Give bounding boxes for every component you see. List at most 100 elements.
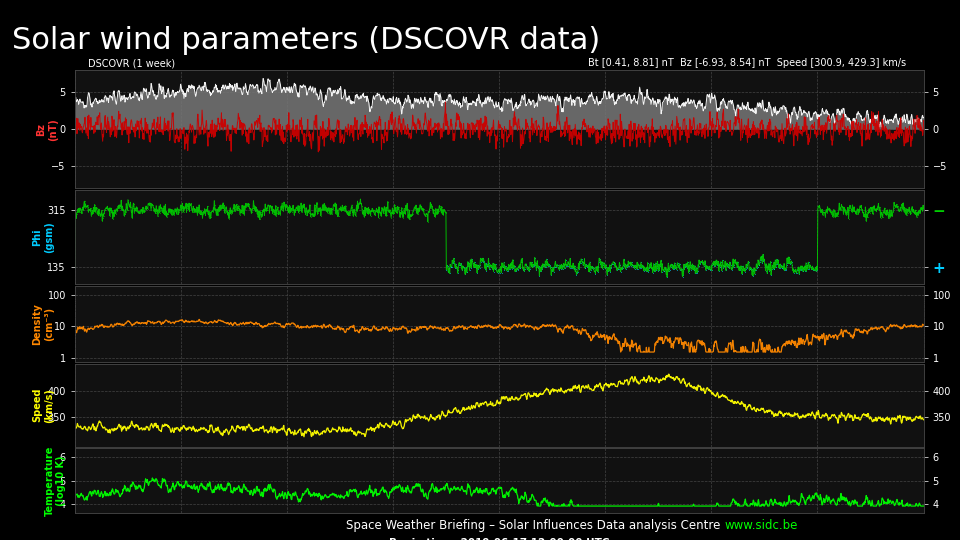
Point <box>593 257 609 266</box>
Point <box>695 260 710 268</box>
Point <box>406 206 421 215</box>
Point <box>348 212 364 220</box>
Point <box>848 210 863 218</box>
Point <box>448 264 464 273</box>
Point <box>565 265 581 273</box>
Point <box>579 262 594 271</box>
Point <box>73 205 88 213</box>
Point <box>156 201 172 210</box>
Point <box>396 207 412 215</box>
Point <box>772 261 787 270</box>
Point <box>592 256 608 265</box>
Point <box>96 212 111 220</box>
Point <box>90 208 106 217</box>
Point <box>147 205 162 213</box>
Point <box>611 265 626 273</box>
Point <box>528 263 543 272</box>
Point <box>293 202 308 211</box>
Point <box>463 255 478 264</box>
Point <box>350 204 366 213</box>
Point <box>768 263 783 272</box>
Point <box>100 202 115 211</box>
Point <box>706 258 721 267</box>
Point <box>619 261 635 269</box>
Point <box>108 206 123 214</box>
Point <box>715 261 731 269</box>
Point <box>428 212 444 220</box>
Point <box>752 261 767 269</box>
Point <box>580 262 595 271</box>
Point <box>471 262 487 271</box>
Point <box>674 264 689 273</box>
Point <box>746 265 761 274</box>
Point <box>78 201 93 210</box>
Point <box>783 259 799 268</box>
Point <box>852 205 867 213</box>
Point <box>508 267 523 275</box>
Point <box>216 201 231 210</box>
Point <box>659 267 674 275</box>
Point <box>743 264 758 272</box>
Point <box>584 262 599 271</box>
Point <box>467 258 482 267</box>
Point <box>736 264 752 273</box>
Point <box>891 205 906 214</box>
Point <box>860 208 876 217</box>
Point <box>170 204 185 212</box>
Point <box>734 269 750 278</box>
Point <box>166 211 181 219</box>
Point <box>444 262 460 271</box>
Point <box>299 204 314 212</box>
Point <box>895 199 910 208</box>
Point <box>334 206 349 215</box>
Point <box>481 259 496 267</box>
Point <box>93 210 108 218</box>
Point <box>304 210 320 219</box>
Point <box>498 262 514 271</box>
Point <box>297 201 312 210</box>
Point <box>815 211 830 219</box>
Point <box>191 206 206 214</box>
Point <box>546 262 562 271</box>
Point <box>252 208 268 217</box>
Point <box>104 204 119 212</box>
Point <box>748 266 763 274</box>
Point <box>236 201 252 210</box>
Point <box>155 207 170 216</box>
Point <box>900 208 915 217</box>
Point <box>803 261 818 269</box>
Point <box>247 206 262 214</box>
Point <box>157 200 173 208</box>
Point <box>137 207 153 215</box>
Point <box>80 201 95 210</box>
Point <box>416 205 431 213</box>
Point <box>470 261 486 269</box>
Point <box>77 197 92 206</box>
Point <box>716 264 732 272</box>
Point <box>705 261 720 269</box>
Point <box>347 208 362 217</box>
Point <box>878 206 894 215</box>
Point <box>328 210 344 218</box>
Point <box>501 260 516 269</box>
Point <box>434 208 449 217</box>
Point <box>204 207 219 216</box>
Point <box>914 204 929 212</box>
Point <box>365 207 380 215</box>
Point <box>811 202 827 211</box>
Point <box>265 209 280 218</box>
Point <box>240 200 255 208</box>
Point <box>620 262 636 271</box>
Point <box>665 262 681 271</box>
Point <box>298 208 313 217</box>
Point <box>674 266 689 274</box>
Point <box>262 202 277 211</box>
Point <box>414 205 429 214</box>
Point <box>348 201 364 210</box>
Point <box>124 208 139 217</box>
Point <box>367 210 382 218</box>
Point <box>876 208 892 217</box>
Point <box>749 259 764 268</box>
Point <box>522 265 538 273</box>
Point <box>431 208 446 217</box>
